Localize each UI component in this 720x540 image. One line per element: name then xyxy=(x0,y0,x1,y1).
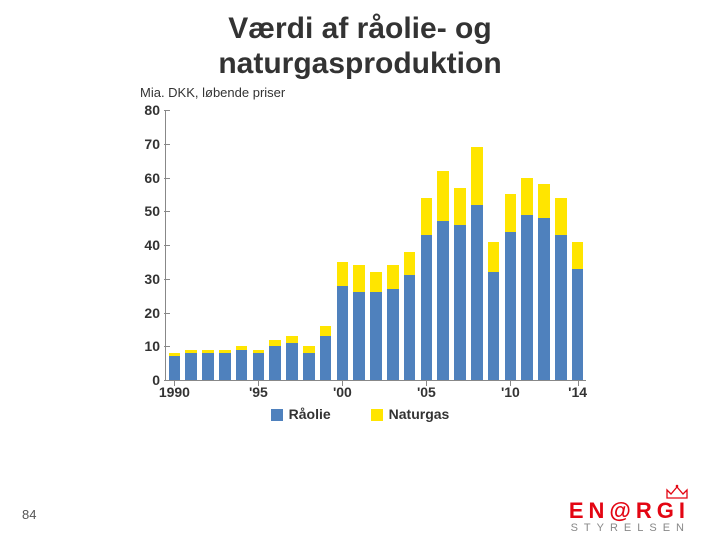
bar-segment xyxy=(471,147,483,204)
bar-segment xyxy=(555,198,567,235)
bar-segment xyxy=(253,350,265,353)
legend-label: Naturgas xyxy=(389,406,450,422)
ytick-label: 20 xyxy=(144,305,166,321)
bar-segment xyxy=(185,353,197,380)
bar-segment xyxy=(454,225,466,380)
bar-segment xyxy=(337,262,349,286)
chart-subtitle: Mia. DKK, løbende priser xyxy=(140,85,720,100)
bar-segment xyxy=(236,346,248,349)
bar-segment xyxy=(437,221,449,380)
bar-segment xyxy=(421,235,433,380)
bar-segment xyxy=(454,188,466,225)
slide-title: Værdi af råolie- og naturgasproduktion xyxy=(0,12,720,81)
page-number: 84 xyxy=(22,507,36,522)
ytick-label: 40 xyxy=(144,237,166,253)
bar-segment xyxy=(320,326,332,336)
bar-segment xyxy=(185,350,197,353)
bar-segment xyxy=(253,353,265,380)
bar-segment xyxy=(421,198,433,235)
bar-segment xyxy=(471,205,483,381)
bar-segment xyxy=(555,235,567,380)
logo-subtext: STYRELSEN xyxy=(569,522,690,534)
bar-segment xyxy=(353,292,365,380)
xtick-label: '05 xyxy=(417,380,436,400)
plot-area: 010203040506070801990'95'00'05'10'14 xyxy=(165,110,586,381)
logo-text: EN@RGI xyxy=(569,498,690,524)
bar-segment xyxy=(269,340,281,347)
legend-swatch xyxy=(271,409,283,421)
bar-segment xyxy=(505,194,517,231)
bar-segment xyxy=(219,350,231,353)
bar-segment xyxy=(320,336,332,380)
bar-segment xyxy=(387,265,399,289)
bar-segment xyxy=(236,350,248,380)
xtick-label: '00 xyxy=(333,380,352,400)
chart-legend: Råolie Naturgas xyxy=(125,406,595,422)
bar-segment xyxy=(521,178,533,215)
ytick-label: 80 xyxy=(144,102,166,118)
bar-segment xyxy=(303,346,315,353)
xtick-label: '95 xyxy=(249,380,268,400)
bar-segment xyxy=(387,289,399,380)
ytick-label: 70 xyxy=(144,136,166,152)
bar-segment xyxy=(219,353,231,380)
chart-container: 010203040506070801990'95'00'05'10'14 Råo… xyxy=(125,102,595,422)
bar-segment xyxy=(169,353,181,356)
bar-segment xyxy=(538,218,550,380)
bar-segment xyxy=(488,242,500,272)
bar-segment xyxy=(286,336,298,343)
bar-segment xyxy=(269,346,281,380)
bar-segment xyxy=(437,171,449,222)
ytick-label: 50 xyxy=(144,203,166,219)
legend-label: Råolie xyxy=(289,406,331,422)
bar-segment xyxy=(572,242,584,269)
bar-segment xyxy=(572,269,584,380)
bar-segment xyxy=(202,353,214,380)
bar-segment xyxy=(370,292,382,380)
bar-segment xyxy=(169,356,181,380)
bar-segment xyxy=(286,343,298,380)
legend-item: Naturgas xyxy=(371,406,450,422)
brand-logo: EN@RGI STYRELSEN xyxy=(569,484,690,534)
bar-segment xyxy=(404,252,416,276)
title-line-1: Værdi af råolie- og xyxy=(228,12,491,45)
legend-swatch xyxy=(371,409,383,421)
bar-segment xyxy=(505,232,517,381)
ytick-label: 30 xyxy=(144,271,166,287)
title-line-2: naturgasproduktion xyxy=(218,47,501,80)
bar-segment xyxy=(337,286,349,381)
bar-segment xyxy=(538,184,550,218)
ytick-label: 10 xyxy=(144,338,166,354)
legend-item: Råolie xyxy=(271,406,331,422)
xtick-label: '10 xyxy=(501,380,520,400)
ytick-label: 60 xyxy=(144,170,166,186)
xtick-label: '14 xyxy=(568,380,587,400)
bar-segment xyxy=(353,265,365,292)
bar-segment xyxy=(488,272,500,380)
xtick-label: 1990 xyxy=(159,380,190,400)
bar-segment xyxy=(370,272,382,292)
bar-segment xyxy=(202,350,214,353)
bar-segment xyxy=(303,353,315,380)
bar-segment xyxy=(404,275,416,380)
bar-segment xyxy=(521,215,533,380)
